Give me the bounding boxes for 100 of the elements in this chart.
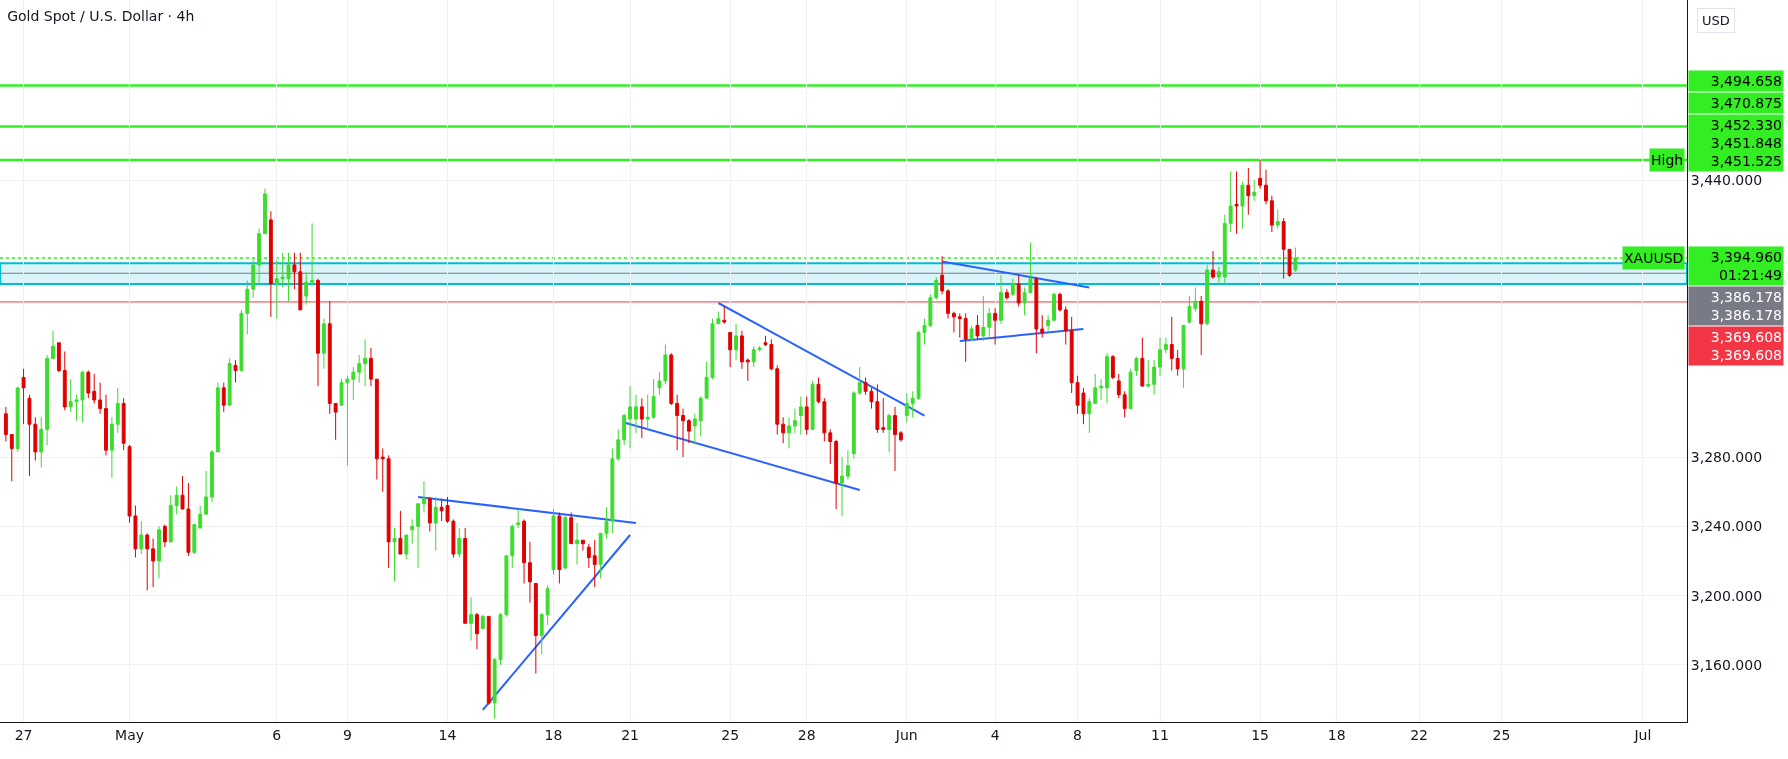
- candlestick: [739, 330, 744, 370]
- candlestick: [268, 210, 273, 318]
- x-tick-label: 15: [1251, 726, 1270, 743]
- annotation: XAUUSD: [1624, 250, 1684, 266]
- candlestick: [398, 510, 403, 555]
- candlestick: [121, 397, 126, 451]
- candlestick: [686, 418, 691, 444]
- candlestick: [321, 318, 326, 370]
- candlestick: [115, 387, 120, 434]
- candlestick: [62, 350, 67, 411]
- candlestick: [463, 527, 468, 624]
- x-tick-label: May: [115, 726, 145, 743]
- candlestick: [692, 413, 697, 444]
- x-tick-label: 18: [544, 726, 563, 743]
- candlestick: [1134, 356, 1139, 377]
- candlestick: [198, 505, 203, 529]
- candlestick: [168, 494, 173, 543]
- text: Gold Spot / U.S. Dollar · 4h: [7, 8, 195, 25]
- candlestick: [787, 416, 791, 449]
- candlestick: [946, 288, 950, 320]
- candlestick: [227, 357, 232, 406]
- candlestick: [109, 416, 114, 479]
- candlestick: [39, 416, 44, 468]
- candlestick: [1205, 264, 1210, 327]
- candlestick: [174, 486, 179, 515]
- candlestick: [1216, 266, 1221, 285]
- candlestick: [1169, 316, 1174, 372]
- candlestick: [834, 439, 839, 510]
- x-tick-label: 14: [438, 726, 457, 743]
- candlestick: [857, 366, 862, 396]
- candlestick: [840, 456, 844, 517]
- candlestick: [51, 330, 55, 359]
- candlestick: [192, 524, 197, 555]
- candlestick: [1034, 276, 1039, 354]
- y-tick-label: 3,440.000: [1690, 171, 1763, 188]
- candlestick: [845, 449, 850, 481]
- candlestick: [1181, 325, 1186, 389]
- x-tick-label: 28: [797, 726, 816, 743]
- candlestick: [963, 312, 968, 363]
- candlestick: [1152, 359, 1157, 396]
- x-tick-label: 6: [272, 726, 282, 743]
- candlestick: [575, 522, 579, 565]
- candlestick: [1004, 288, 1009, 301]
- candlestick: [98, 382, 103, 415]
- candlestick: [274, 259, 279, 320]
- candlestick: [639, 397, 644, 439]
- x-tick-label: 27: [14, 726, 33, 743]
- candlestick: [1222, 214, 1227, 285]
- candlestick: [722, 305, 727, 325]
- candlestick: [1246, 167, 1251, 216]
- candlestick: [940, 255, 945, 295]
- x-tick-label: Jun: [894, 726, 918, 743]
- x-tick-label: 25: [721, 726, 740, 743]
- candlestick: [1040, 314, 1045, 339]
- candlestick: [404, 534, 409, 560]
- candlestick: [1140, 337, 1145, 387]
- candlestick: [792, 408, 797, 434]
- candlestick: [586, 543, 591, 569]
- ref-line-label: 3,494.658: [1710, 73, 1782, 89]
- candlestick: [969, 325, 974, 342]
- candlestick: [1228, 170, 1233, 233]
- candlestick: [510, 524, 515, 569]
- candlestick: [1046, 314, 1051, 332]
- candlestick: [369, 347, 373, 387]
- x-tick-label: 22: [1410, 726, 1428, 743]
- candlestick: [775, 364, 780, 436]
- candlestick: [1158, 337, 1162, 377]
- candlestick: [1163, 337, 1168, 354]
- candlestick: [887, 413, 892, 453]
- candlestick: [592, 539, 597, 588]
- candlestick: [486, 615, 491, 706]
- candlestick: [251, 257, 256, 299]
- candlestick: [1116, 373, 1121, 399]
- candlestick: [263, 188, 267, 235]
- candlestick: [1211, 250, 1215, 280]
- candlestick: [333, 402, 338, 441]
- candlestick: [934, 276, 939, 301]
- candlestick: [804, 395, 809, 436]
- candlestick: [881, 397, 886, 434]
- candlestick: [851, 390, 856, 460]
- candlestick: [215, 382, 220, 453]
- candlestick: [3, 406, 8, 443]
- candlestick: [957, 312, 962, 339]
- candlestick: [427, 496, 432, 533]
- candlestick: [1234, 170, 1239, 235]
- candlestick: [1293, 247, 1298, 273]
- candlestick: [104, 394, 108, 456]
- candlestick: [1199, 295, 1204, 356]
- candlestick: [316, 278, 320, 387]
- candlestick: [675, 394, 680, 451]
- candlestick: [1099, 378, 1104, 401]
- candlestick: [522, 518, 526, 584]
- candlestick: [1087, 397, 1092, 434]
- candlestick: [433, 496, 438, 552]
- candlestick: [1052, 292, 1056, 321]
- ref-line-label: 3,369.608 3,369.608: [1710, 328, 1782, 364]
- candlestick: [1122, 390, 1127, 418]
- candlestick: [533, 582, 538, 675]
- candlestick: [475, 612, 479, 650]
- candlestick: [628, 385, 632, 449]
